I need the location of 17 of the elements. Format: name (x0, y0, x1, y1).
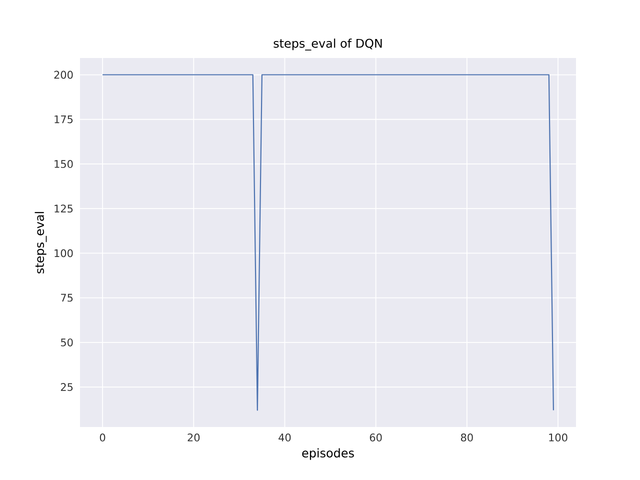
x-tick-label: 40 (278, 434, 291, 442)
x-tick-label: 100 (549, 434, 568, 442)
x-tick-label: 60 (370, 434, 382, 442)
x-tick-label: 20 (188, 434, 200, 442)
x-axis-title: episodes (302, 448, 354, 460)
y-tick-label: 50 (60, 338, 73, 346)
y-tick-label: 100 (54, 249, 73, 258)
chart-title: steps_eval of DQN (274, 38, 382, 50)
x-tick-label: 0 (100, 434, 106, 442)
y-tick-label: 150 (54, 160, 73, 168)
y-tick-label: 25 (60, 383, 73, 391)
y-tick-label: 175 (54, 115, 73, 124)
y-tick-label: 125 (54, 204, 73, 213)
y-tick-label: 75 (61, 294, 73, 302)
y-tick-label: 200 (54, 70, 73, 79)
y-axis-title: steps_eval (34, 212, 47, 274)
x-tick-label: 80 (460, 434, 473, 442)
